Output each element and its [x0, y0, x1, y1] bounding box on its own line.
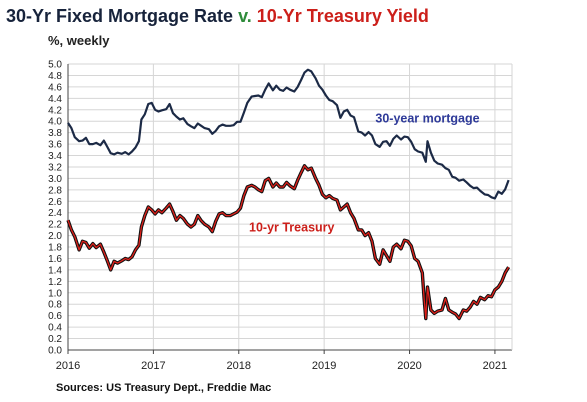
y-tick-label: 2.2	[48, 220, 62, 231]
y-tick-label: 2.4	[48, 208, 62, 219]
title-mortgage: 30-Yr Fixed Mortgage Rate	[6, 6, 234, 26]
axes	[67, 64, 513, 354]
y-tick-label: 3.4	[48, 151, 62, 162]
x-tick-label: 2016	[56, 360, 80, 372]
y-tick-label: 4.0	[48, 117, 62, 128]
x-tick-label: 2021	[483, 360, 507, 372]
x-tick-label: 2018	[227, 360, 251, 372]
y-tick-label: 1.2	[48, 277, 62, 288]
y-tick-label: 1.8	[48, 243, 62, 254]
y-tick-label: 2.0	[48, 231, 62, 242]
treasury-series-label: 10-yr Treasury	[249, 221, 335, 235]
y-tick-label: 2.8	[48, 185, 62, 196]
grid	[67, 63, 512, 351]
y-tick-label: 3.2	[48, 162, 62, 173]
y-tick-label: 3.8	[48, 128, 62, 139]
y-tick-label: 0.2	[48, 334, 62, 345]
y-tick-label: 3.0	[48, 174, 62, 185]
y-tick-label: 1.4	[48, 265, 62, 276]
mortgage-series-label: 30-year mortgage	[375, 111, 479, 125]
y-tick-label: 0.6	[48, 311, 62, 322]
y-tick-label: 2.6	[48, 197, 62, 208]
x-tick-labels: 2016 2017 2018 2019 2020 2021	[56, 360, 507, 372]
series-lines	[66, 68, 511, 321]
treasury-line	[67, 165, 510, 320]
y-tick-label: 0.8	[48, 300, 62, 311]
title-treasury: 10-Yr Treasury Yield	[256, 6, 429, 26]
x-tick-label: 2020	[397, 360, 421, 372]
y-tick-label: 1.6	[48, 254, 62, 265]
y-tick-label: 1.0	[48, 288, 62, 299]
x-tick-label: 2017	[141, 360, 165, 372]
chart-subtitle: %, weekly	[48, 33, 110, 48]
y-tick-label: 5.0	[48, 60, 62, 71]
y-tick-label: 4.8	[48, 71, 62, 82]
y-tick-label: 0.4	[48, 323, 62, 334]
source-note: Sources: US Treasury Dept., Freddie Mac	[56, 382, 272, 394]
x-tick-label: 2019	[312, 360, 336, 372]
title-versus: v.	[238, 6, 252, 26]
chart-title: 30-Yr Fixed Mortgage Rate v. 10-Yr Treas…	[6, 6, 429, 27]
y-tick-label: 4.6	[48, 82, 62, 93]
y-tick-label: 0.0	[48, 346, 62, 357]
y-tick-label: 3.6	[48, 140, 62, 151]
y-tick-labels: 0.00.20.40.60.81.01.21.41.61.82.02.22.42…	[48, 60, 62, 357]
annotations: 30-year mortgage 10-yr Treasury	[249, 111, 480, 234]
y-tick-label: 4.4	[48, 94, 62, 105]
mortgage-line	[67, 68, 510, 200]
y-tick-label: 4.2	[48, 105, 62, 116]
treasury-line-outline	[66, 164, 511, 321]
